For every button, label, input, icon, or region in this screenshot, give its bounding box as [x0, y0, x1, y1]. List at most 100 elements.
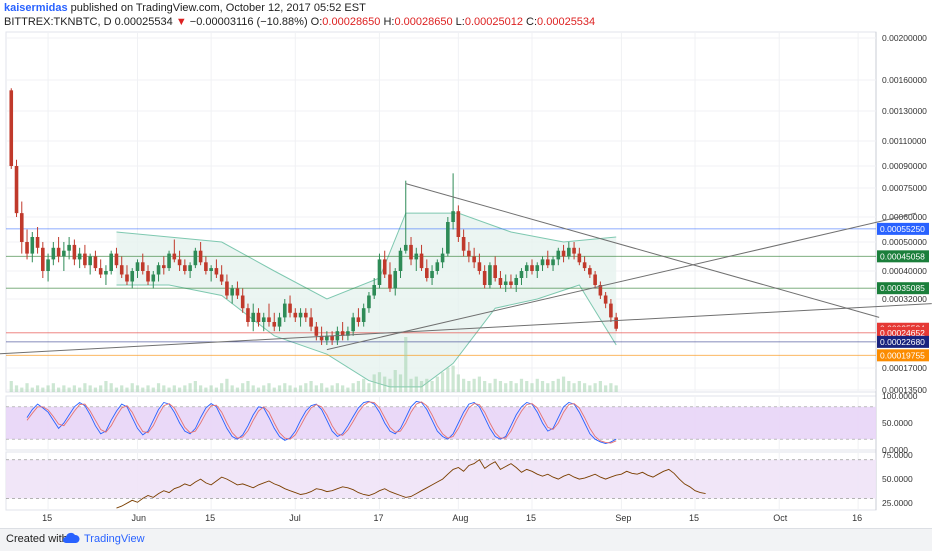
volume-bar [88, 385, 92, 392]
candle-body [356, 317, 361, 322]
volume-bar [104, 381, 108, 392]
trendline [405, 183, 880, 318]
candle-body [83, 253, 87, 266]
x-tick-label: 15 [689, 513, 699, 523]
open-label: O: [310, 16, 323, 28]
volume-bar [46, 385, 50, 392]
candle-body [567, 247, 571, 257]
volume-bar [199, 385, 203, 392]
candle-body [88, 256, 92, 266]
candle-body [119, 265, 124, 275]
volume-bar [451, 365, 455, 392]
trendline [326, 212, 917, 351]
rsi-line [116, 459, 706, 509]
price-label-text: 0.00045058 [880, 251, 925, 261]
volume-bar [209, 385, 213, 392]
volume-bar [614, 385, 618, 392]
candle-body [361, 308, 366, 322]
volume-bar [456, 374, 460, 392]
candle-body [251, 312, 256, 322]
volume-bar [83, 383, 87, 392]
candle-body [446, 222, 450, 254]
candle-body [62, 250, 66, 257]
created-with-text: Created with [6, 533, 68, 545]
price-tick-label: 0.00013500 [882, 385, 927, 395]
candle-body [304, 312, 308, 318]
candle-body [261, 317, 266, 322]
volume-bar [130, 383, 134, 392]
candle-body [425, 268, 429, 278]
high-value: 0.00028650 [394, 16, 453, 28]
published-text: published on TradingView.com, October 12… [70, 2, 366, 14]
volume-bar [462, 378, 466, 392]
volume-bar [409, 378, 413, 392]
volume-bar [567, 381, 571, 392]
x-tick-label: Sep [615, 513, 631, 523]
volume-bar [67, 387, 71, 392]
candle-body [288, 303, 292, 313]
volume-bar [256, 387, 261, 392]
volume-bar [167, 387, 171, 392]
volume-bar [588, 385, 592, 392]
volume-bar [283, 383, 287, 392]
candle-body [377, 259, 382, 285]
candle-body [293, 312, 298, 318]
candle-body [346, 331, 350, 336]
volume-bar [477, 376, 481, 392]
candle-body [493, 265, 497, 278]
candle-body [488, 265, 492, 285]
candle-body [209, 268, 213, 271]
volume-bar [435, 376, 439, 392]
rsi-tick-label: 75.0000 [882, 450, 913, 460]
candle-body [314, 326, 319, 336]
volume-bar [9, 381, 13, 392]
price-label-text: 0.00022680 [880, 337, 925, 347]
volume-bar [488, 383, 492, 392]
stoch-band [6, 406, 876, 440]
symbol-name[interactable]: BITTREX:TKNBTC, D [4, 16, 112, 28]
price-tick-label: 0.00090000 [882, 161, 927, 171]
price-label-tag [877, 250, 929, 263]
tradingview-brand-link[interactable]: TradingView [84, 533, 145, 545]
candle-body [519, 271, 524, 278]
volume-bar [183, 385, 187, 392]
candle-body [514, 278, 519, 285]
candle-body [535, 265, 540, 271]
volume-bar [430, 381, 434, 392]
rsi-tick-label: 50.0000 [882, 474, 913, 484]
x-tick-label: 15 [42, 513, 52, 523]
x-tick-label: Aug [452, 513, 468, 523]
volume-bar [525, 381, 529, 392]
tradingview-cloud-icon [63, 532, 80, 543]
price-tick-label: 0.00075000 [882, 183, 927, 193]
volume-bar [114, 387, 119, 392]
volume-bar [172, 385, 176, 392]
author-link[interactable]: kaisermidas [4, 2, 68, 14]
price-label-text: 0.00024652 [880, 328, 925, 338]
volume-bar [156, 383, 161, 392]
price-tick-label: 0.00160000 [882, 75, 927, 85]
volume-bar [556, 378, 560, 392]
volume-bar [583, 383, 587, 392]
volume-bar [325, 387, 329, 392]
volume-bar [609, 383, 613, 392]
price-chart[interactable]: 15Jun15Jul17Aug15Sep15Oct16Nov15Dec0.002… [0, 0, 932, 528]
volume-bar [188, 383, 192, 392]
volume-bar [141, 387, 145, 392]
candle-body [35, 237, 40, 248]
price-label-tag [877, 282, 929, 295]
candle-body [403, 244, 408, 251]
candle-body [503, 281, 508, 285]
volume-bar [162, 385, 166, 392]
x-tick-label: 15 [205, 513, 215, 523]
candle-body [556, 250, 561, 260]
candle-body [77, 253, 82, 260]
trendline [0, 303, 932, 355]
footer-bar: Created with TradingView [0, 528, 932, 551]
volume-bar [572, 383, 576, 392]
candle-body [540, 259, 545, 266]
volume-bar [93, 387, 98, 392]
volume-bar [440, 372, 445, 392]
candle-body [330, 335, 334, 341]
volume-bar [230, 385, 234, 392]
